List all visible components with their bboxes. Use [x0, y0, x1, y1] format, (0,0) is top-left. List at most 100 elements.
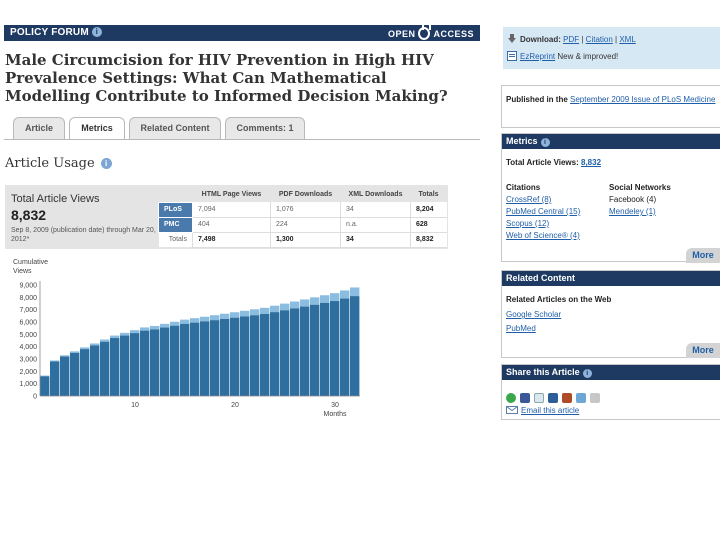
- chart-bar-segment-dark: [230, 317, 240, 396]
- chart-bar-segment-dark: [60, 356, 70, 396]
- chart-bar-segment-light: [130, 330, 140, 334]
- cumulative-views-chart: Cumulative Views 0 1,000 2,000 3,000 4,000 5,00…: [13, 259, 360, 418]
- chart-bar-segment-light: [280, 303, 290, 311]
- social-networks-title: Social Networks: [609, 183, 671, 192]
- citation-link[interactable]: PubMed Central (15): [506, 207, 580, 216]
- table-cell: 7,094: [192, 202, 271, 218]
- metrics-more-button[interactable]: More: [686, 248, 720, 263]
- chart-bar-segment-light: [160, 323, 170, 328]
- chart-bar-segment-dark: [330, 301, 340, 396]
- crossref-link[interactable]: CrossRef (8): [506, 195, 552, 204]
- table-cell: 628: [410, 217, 447, 233]
- citation-link[interactable]: CrossRef (8): [506, 195, 551, 204]
- reddit-icon[interactable]: [548, 393, 558, 404]
- article-title: Male Circumcision for HIV Prevention in …: [5, 51, 448, 105]
- related-link-row[interactable]: PubMed: [506, 324, 536, 333]
- table-row: Totals 7,498 1,300 34 8,832: [158, 232, 447, 248]
- connotea-icon[interactable]: [590, 393, 600, 404]
- table-cell: 34: [340, 232, 411, 248]
- chart-bar-segment-light: [350, 287, 360, 297]
- chart-bar-segment-dark: [320, 302, 330, 396]
- share-panel: Share this Article i Email this article: [501, 364, 720, 420]
- citation-link[interactable]: Web of Science® (4): [506, 231, 580, 240]
- x-tick-label: 30: [331, 402, 339, 409]
- related-more-button[interactable]: More: [686, 343, 720, 358]
- table-cell: 224: [270, 217, 341, 233]
- download-pdf-link[interactable]: PDF: [563, 35, 580, 44]
- row-label: Totals: [158, 232, 193, 247]
- y-tick-label: 2,000: [19, 369, 37, 376]
- article-usage-heading-text: Article Usage: [5, 156, 95, 171]
- open-access-badge[interactable]: OPEN ACCESS: [388, 22, 474, 40]
- pubmed-link[interactable]: PubMed: [506, 324, 536, 333]
- stumbleupon-icon[interactable]: [506, 393, 516, 404]
- section-header-bar: POLICY FORUM i OPEN ACCESS: [4, 22, 480, 41]
- chart-bar-segment-light: [340, 290, 350, 299]
- tab-related-content[interactable]: Related Content: [129, 117, 221, 139]
- chart-bar-segment-dark: [210, 320, 220, 396]
- info-icon[interactable]: i: [540, 138, 550, 147]
- chart-bar-segment-light: [50, 360, 60, 362]
- chart-bar-segment-light: [240, 310, 250, 317]
- chart-bar-segment-dark: [160, 327, 170, 396]
- chart-bar-segment-dark: [220, 318, 230, 396]
- digg-icon[interactable]: [534, 393, 544, 404]
- chart-bar-segment-dark: [310, 304, 320, 396]
- mixx-icon[interactable]: [576, 393, 586, 404]
- chart-bar-segment-dark: [110, 338, 120, 396]
- separator: |: [615, 35, 618, 44]
- tab-metrics[interactable]: Metrics: [69, 117, 125, 140]
- total-views-link[interactable]: 8,832: [581, 158, 602, 167]
- y-tick-label: 6,000: [19, 320, 37, 327]
- row-label: PMC: [158, 216, 193, 233]
- tab-article[interactable]: Article: [13, 117, 65, 139]
- facebook-icon[interactable]: [520, 393, 530, 404]
- section-label: POLICY FORUM i: [10, 27, 102, 38]
- mendeley-link[interactable]: Mendeley (1): [609, 207, 656, 216]
- chart-bar-segment-dark: [50, 361, 60, 396]
- tab-comments[interactable]: Comments: 1: [225, 117, 305, 139]
- y-tick-label: 8,000: [19, 295, 37, 302]
- envelope-icon: [506, 406, 518, 414]
- chart-bar-segment-dark: [100, 341, 110, 396]
- chart-bar-segment-dark: [350, 296, 360, 396]
- download-label: Download:: [520, 35, 561, 44]
- chart-bar-segment-light: [310, 297, 320, 305]
- pubmed-central-link[interactable]: PubMed Central (15): [506, 207, 581, 216]
- chart-bar-segment-light: [100, 339, 110, 342]
- metrics-panel-header: Metrics i: [502, 134, 720, 149]
- citation-link[interactable]: Scopus (12): [506, 219, 549, 228]
- delicious-icon[interactable]: [562, 393, 572, 404]
- info-icon[interactable]: i: [100, 158, 112, 169]
- total-views-label: Total Article Views: [11, 193, 100, 205]
- download-citation-link[interactable]: Citation: [585, 35, 613, 44]
- y-tick-label: 3,000: [19, 357, 37, 364]
- chart-bar-segment-light: [260, 307, 270, 314]
- info-icon[interactable]: i: [582, 369, 592, 378]
- chart-bar-segment-dark: [260, 313, 270, 396]
- chart-bar-segment-light: [330, 293, 340, 302]
- chart-bar-segment-dark: [200, 321, 210, 396]
- column-header: XML Downloads: [340, 186, 411, 202]
- google-scholar-link[interactable]: Google Scholar: [506, 310, 562, 319]
- related-link-row[interactable]: Google Scholar: [506, 310, 561, 319]
- issue-link[interactable]: September 2009 Issue of PLoS Medicine: [570, 95, 716, 104]
- chart-bar-segment-light: [180, 319, 190, 324]
- info-icon[interactable]: i: [91, 27, 102, 37]
- email-row[interactable]: Email this article: [506, 406, 579, 415]
- article-usage-heading: Article Usage i: [5, 156, 112, 171]
- y-tick-label: 9,000: [19, 283, 37, 290]
- scopus-link[interactable]: Scopus (12): [506, 219, 550, 228]
- chart-bar-segment-dark: [140, 330, 150, 396]
- mendeley-row[interactable]: Mendeley (1): [609, 207, 656, 216]
- download-xml-link[interactable]: XML: [619, 35, 636, 44]
- published-in-box: Published in the September 2009 Issue of…: [501, 85, 720, 128]
- chart-bar-segment-light: [230, 312, 240, 318]
- total-views-row: Total Article Views: 8,832: [506, 158, 601, 167]
- chart-bar-segment-dark: [180, 323, 190, 396]
- ezreprint-link[interactable]: EzReprint: [520, 52, 556, 61]
- table-cell: 1,300: [270, 232, 341, 248]
- web-of-science-link[interactable]: Web of Science® (4): [506, 231, 580, 240]
- email-article-link[interactable]: Email this article: [521, 406, 580, 415]
- table-cell: n.a.: [340, 217, 411, 233]
